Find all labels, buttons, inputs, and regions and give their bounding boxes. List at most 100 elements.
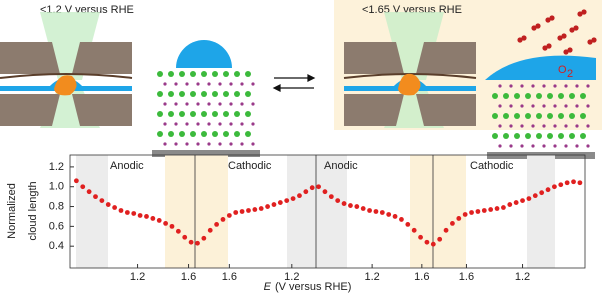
atom (542, 104, 546, 108)
atom (240, 82, 244, 86)
plot-frame (69, 154, 586, 269)
atom (218, 102, 222, 106)
atom (251, 122, 255, 126)
atom (234, 131, 240, 137)
atom (575, 104, 579, 108)
atom (157, 91, 163, 97)
data-point (475, 209, 481, 214)
atom (514, 93, 520, 99)
oxygen (557, 35, 563, 41)
y-axis-label: Normalized (6, 183, 18, 239)
atom (558, 113, 564, 119)
data-point (246, 208, 251, 213)
atom (163, 102, 167, 106)
atom (163, 142, 167, 146)
data-point (545, 187, 551, 193)
atom (185, 142, 189, 146)
atom (196, 142, 200, 146)
atom (185, 122, 189, 126)
atom (509, 104, 513, 108)
film (485, 55, 596, 80)
atom (223, 131, 229, 137)
atom (201, 71, 207, 77)
atom (190, 131, 196, 137)
atom (234, 91, 240, 97)
data-point (418, 234, 423, 240)
atom (553, 124, 557, 128)
atom (586, 84, 590, 88)
atom (492, 133, 498, 139)
atom (174, 122, 178, 126)
data-point (462, 212, 468, 217)
oxygen (545, 17, 551, 23)
atom (251, 142, 255, 146)
atom (212, 71, 218, 77)
data-point (520, 198, 525, 203)
atom (251, 82, 255, 86)
data-point (303, 189, 309, 195)
atom (163, 82, 167, 86)
atom (240, 122, 244, 126)
atom (564, 104, 568, 108)
atom (157, 111, 163, 117)
data-point (322, 189, 328, 195)
atom (218, 122, 222, 126)
atom (174, 102, 178, 106)
data-point (539, 190, 545, 196)
atom (251, 102, 255, 106)
data-point (354, 204, 360, 209)
region-label: Anodic (324, 160, 358, 172)
atom (542, 84, 546, 88)
x-tick-label: 1.2 (130, 271, 145, 283)
atom (531, 84, 535, 88)
atom (553, 104, 557, 108)
atom (536, 133, 542, 139)
oxygen (573, 25, 579, 31)
atom (542, 144, 546, 148)
data-point (328, 194, 334, 200)
data-point (169, 223, 175, 229)
atom (174, 142, 178, 146)
atom (525, 133, 531, 139)
oxygen (517, 37, 523, 43)
region-label: Cathodic (228, 160, 272, 172)
atom (229, 82, 233, 86)
atom (163, 122, 167, 126)
chip (0, 42, 60, 74)
atom (498, 104, 502, 108)
data-point (93, 194, 98, 200)
atom (185, 102, 189, 106)
atom (564, 84, 568, 88)
data-point (564, 180, 570, 186)
atom (196, 82, 200, 86)
data-point (373, 209, 379, 214)
atom (179, 111, 185, 117)
data-point (399, 217, 404, 222)
data-point (271, 202, 277, 207)
data-point (284, 198, 290, 203)
atom (207, 102, 211, 106)
data-point (290, 196, 296, 202)
atom (531, 104, 535, 108)
data-point (386, 212, 392, 217)
atom (157, 131, 163, 137)
data-point (411, 227, 417, 233)
oxygen (561, 33, 567, 39)
oxygen (567, 47, 573, 53)
chip (416, 94, 476, 126)
atom (586, 104, 590, 108)
x-tick-label: 1.6 (414, 271, 429, 283)
data-point (526, 196, 532, 202)
x-axis-symbol: E (264, 281, 272, 293)
data-point (105, 202, 111, 207)
substrate (152, 150, 260, 157)
atom (525, 93, 531, 99)
atom (514, 113, 520, 119)
atom (245, 71, 251, 77)
particle (54, 75, 77, 96)
oxygen (569, 27, 575, 33)
oxygen (581, 9, 587, 15)
atom (168, 91, 174, 97)
atom (157, 71, 163, 77)
atom (498, 124, 502, 128)
